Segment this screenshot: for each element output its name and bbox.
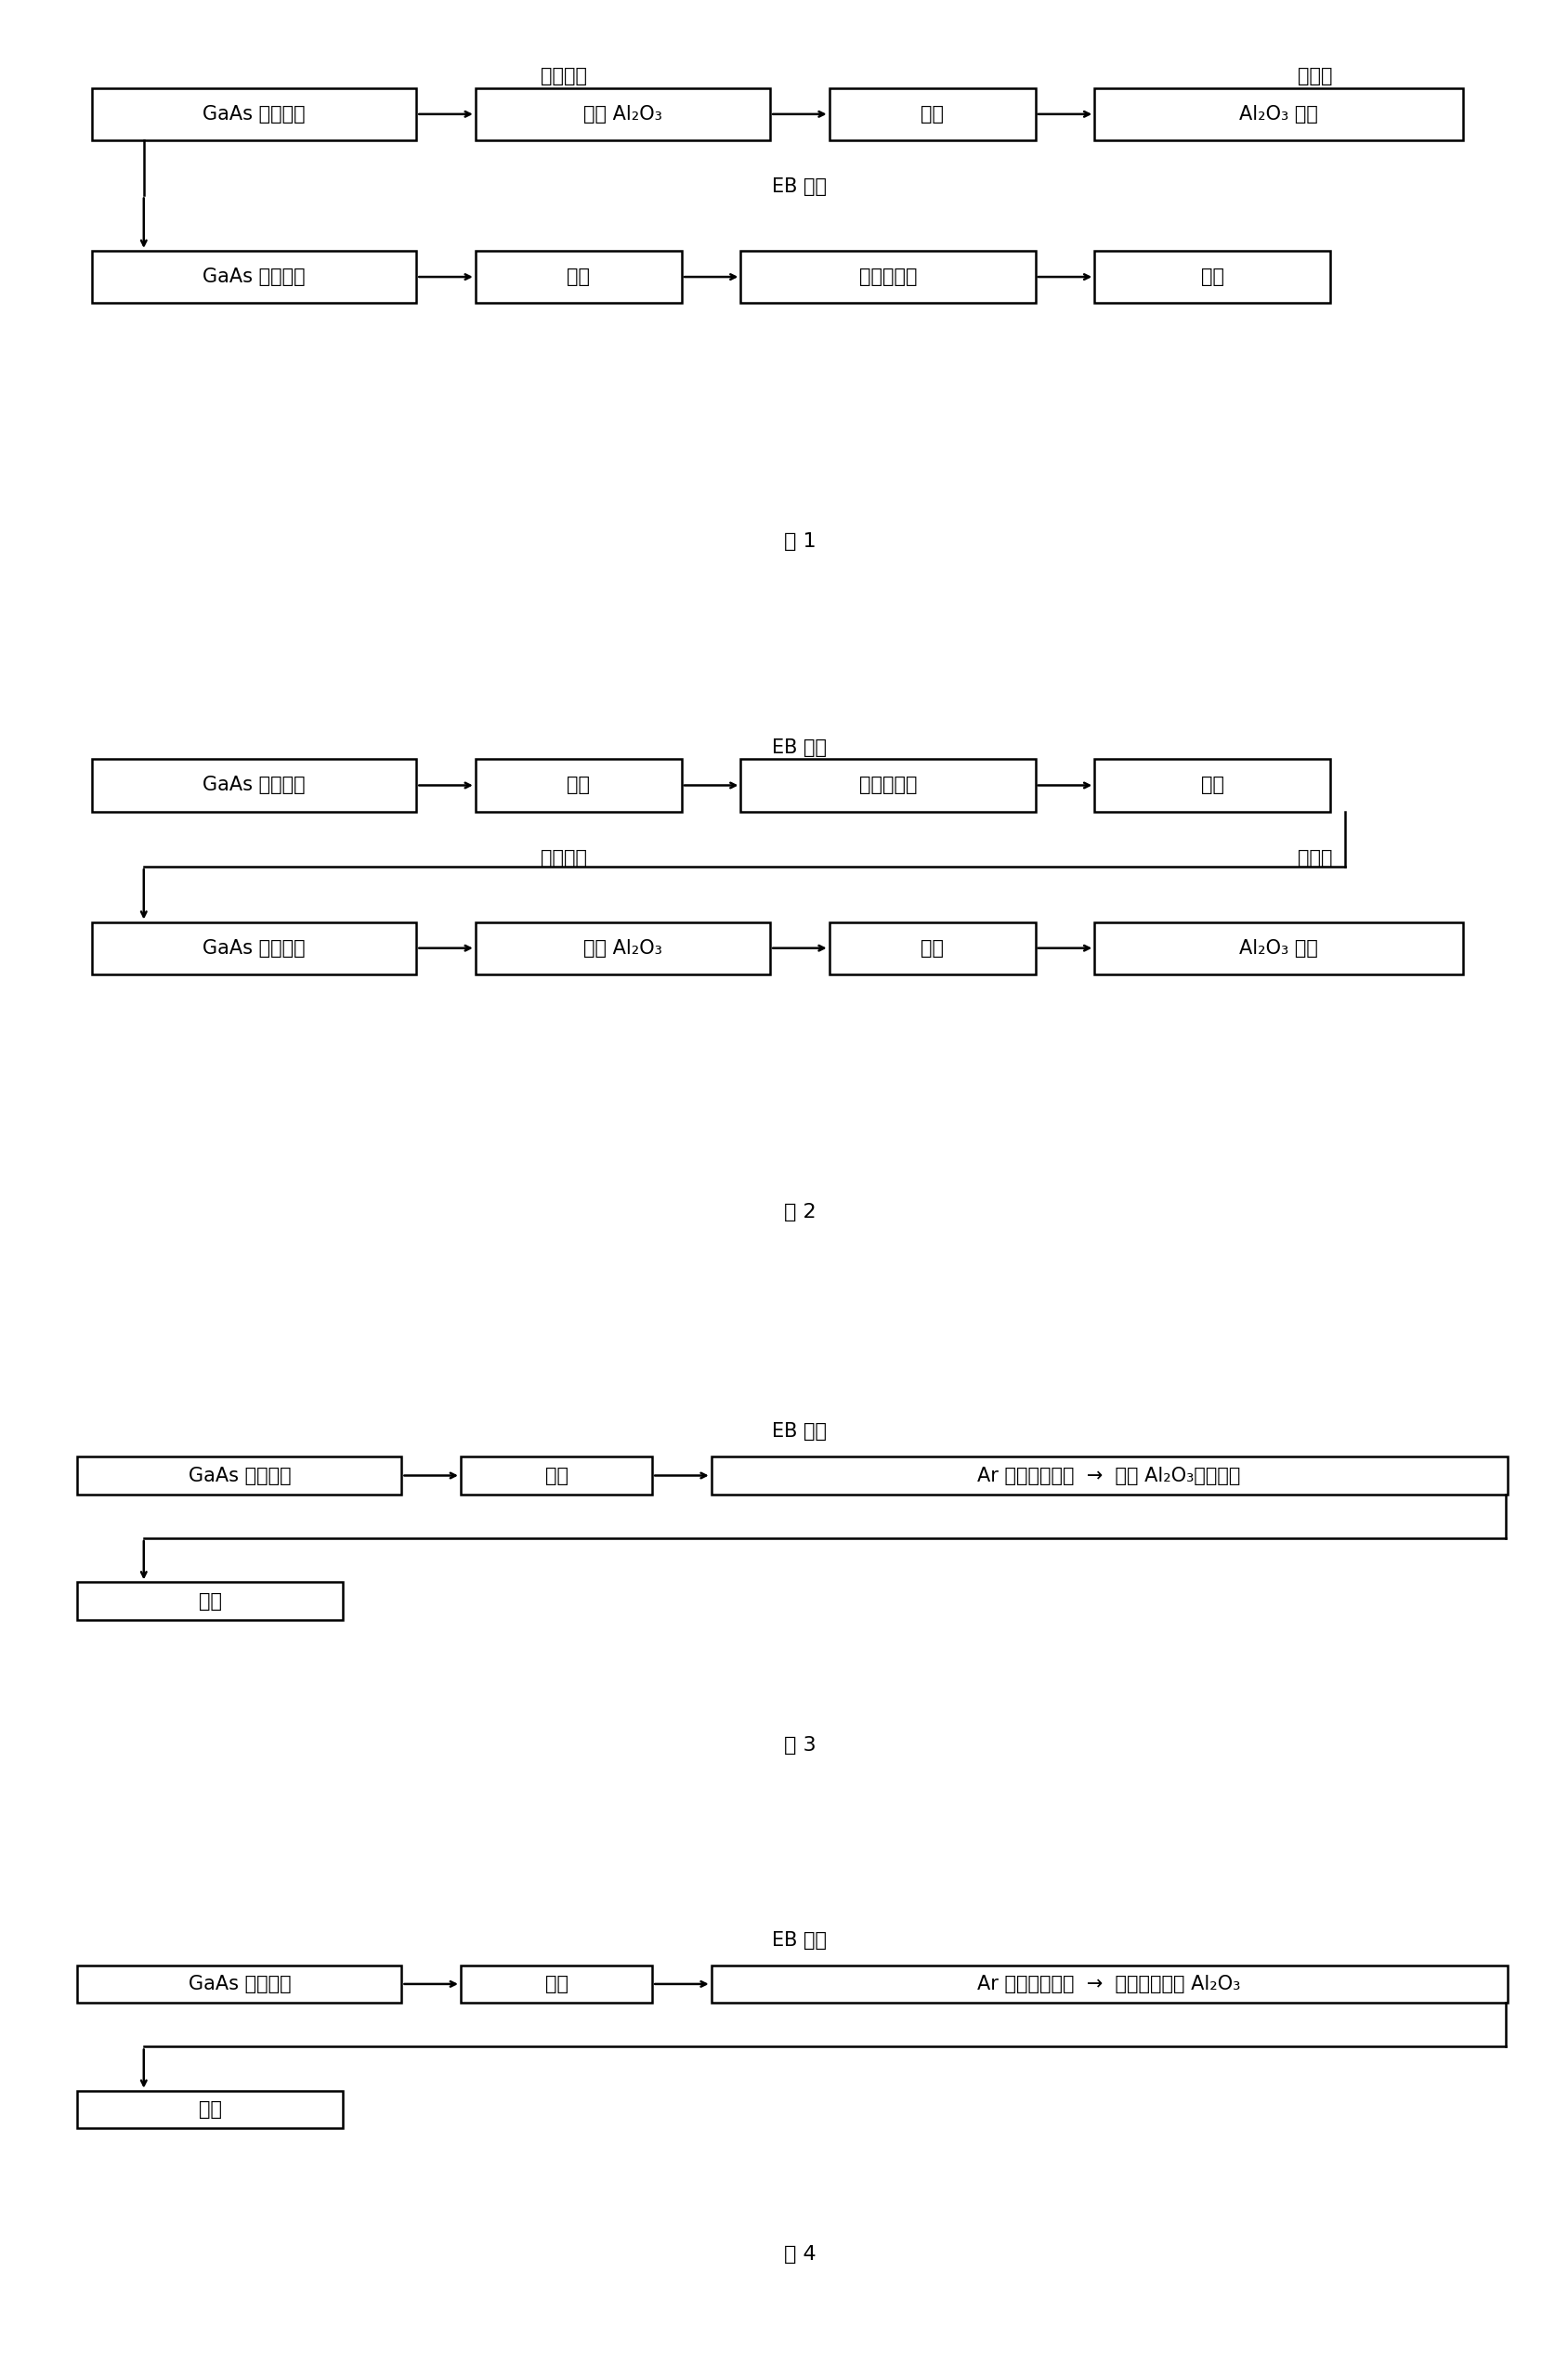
FancyBboxPatch shape <box>712 1964 1507 2002</box>
FancyBboxPatch shape <box>77 2090 343 2128</box>
Text: 光刻: 光刻 <box>920 939 944 957</box>
Text: Al₂O₃ 刻蚀: Al₂O₃ 刻蚀 <box>1239 104 1319 123</box>
FancyBboxPatch shape <box>1094 87 1463 139</box>
Text: 剥离: 剥离 <box>1201 775 1225 794</box>
FancyBboxPatch shape <box>461 1456 652 1494</box>
Text: EB 蘸发: EB 蘸发 <box>773 1931 826 1950</box>
FancyBboxPatch shape <box>475 922 770 974</box>
Text: GaAs 片子清洗: GaAs 片子清洗 <box>202 775 306 794</box>
Text: 图 1: 图 1 <box>784 532 815 551</box>
FancyBboxPatch shape <box>1094 251 1330 303</box>
Text: GaAs 片子清洗: GaAs 片子清洗 <box>202 267 306 286</box>
FancyBboxPatch shape <box>475 759 682 811</box>
Text: 图 3: 图 3 <box>784 1735 815 1754</box>
Text: 淡积金属膜: 淡积金属膜 <box>859 267 917 286</box>
Text: 图 4: 图 4 <box>784 2246 815 2262</box>
Text: Al₂O₃ 刻蚀: Al₂O₃ 刻蚀 <box>1239 939 1319 957</box>
FancyBboxPatch shape <box>93 922 417 974</box>
FancyBboxPatch shape <box>475 251 682 303</box>
Text: GaAs 片子清洗: GaAs 片子清洗 <box>202 104 306 123</box>
Text: 光刻: 光刻 <box>568 775 590 794</box>
FancyBboxPatch shape <box>93 759 417 811</box>
FancyBboxPatch shape <box>1094 759 1330 811</box>
Text: 剥离: 剥离 <box>1201 267 1225 286</box>
FancyBboxPatch shape <box>829 922 1035 974</box>
FancyBboxPatch shape <box>77 1582 343 1619</box>
Text: 淡积 Al₂O₃: 淡积 Al₂O₃ <box>583 939 662 957</box>
Text: GaAs 片子清洗: GaAs 片子清洗 <box>188 1466 292 1485</box>
FancyBboxPatch shape <box>740 251 1035 303</box>
Text: 淡积 Al₂O₃: 淡积 Al₂O₃ <box>583 104 662 123</box>
Text: EB 蘸发: EB 蘸发 <box>773 1423 826 1442</box>
FancyBboxPatch shape <box>740 759 1035 811</box>
Text: EB 蘸发: EB 蘸发 <box>773 738 826 756</box>
FancyBboxPatch shape <box>461 1964 652 2002</box>
Text: 光刻: 光刻 <box>544 1974 568 1993</box>
FancyBboxPatch shape <box>77 1456 401 1494</box>
Text: 淡积金属膜: 淡积金属膜 <box>859 775 917 794</box>
Text: 等离子: 等离子 <box>1298 849 1333 868</box>
Text: 光刻: 光刻 <box>920 104 944 123</box>
Text: Ar 离子活化表面  →  淡积金属膜和 Al₂O₃: Ar 离子活化表面 → 淡积金属膜和 Al₂O₃ <box>977 1974 1240 1993</box>
Text: 光刻: 光刻 <box>544 1466 568 1485</box>
Text: EB 蘸发: EB 蘸发 <box>773 177 826 196</box>
FancyBboxPatch shape <box>475 87 770 139</box>
Text: 直流溤射: 直流溤射 <box>541 66 586 85</box>
Text: 直流溤射: 直流溤射 <box>541 849 586 868</box>
Text: 剥离: 剥离 <box>199 1591 221 1610</box>
FancyBboxPatch shape <box>93 251 417 303</box>
FancyBboxPatch shape <box>829 87 1035 139</box>
FancyBboxPatch shape <box>93 87 417 139</box>
Text: GaAs 片子清洗: GaAs 片子清洗 <box>202 939 306 957</box>
Text: 等离子: 等离子 <box>1298 66 1333 85</box>
FancyBboxPatch shape <box>712 1456 1507 1494</box>
Text: 光刻: 光刻 <box>568 267 590 286</box>
Text: 剥离: 剥离 <box>199 2099 221 2118</box>
Text: Ar 离子活化表面  →  淡积 Al₂O₃和金属膜: Ar 离子活化表面 → 淡积 Al₂O₃和金属膜 <box>977 1466 1240 1485</box>
FancyBboxPatch shape <box>77 1964 401 2002</box>
FancyBboxPatch shape <box>1094 922 1463 974</box>
Text: 图 2: 图 2 <box>784 1203 815 1222</box>
Text: GaAs 片子清洗: GaAs 片子清洗 <box>188 1974 292 1993</box>
